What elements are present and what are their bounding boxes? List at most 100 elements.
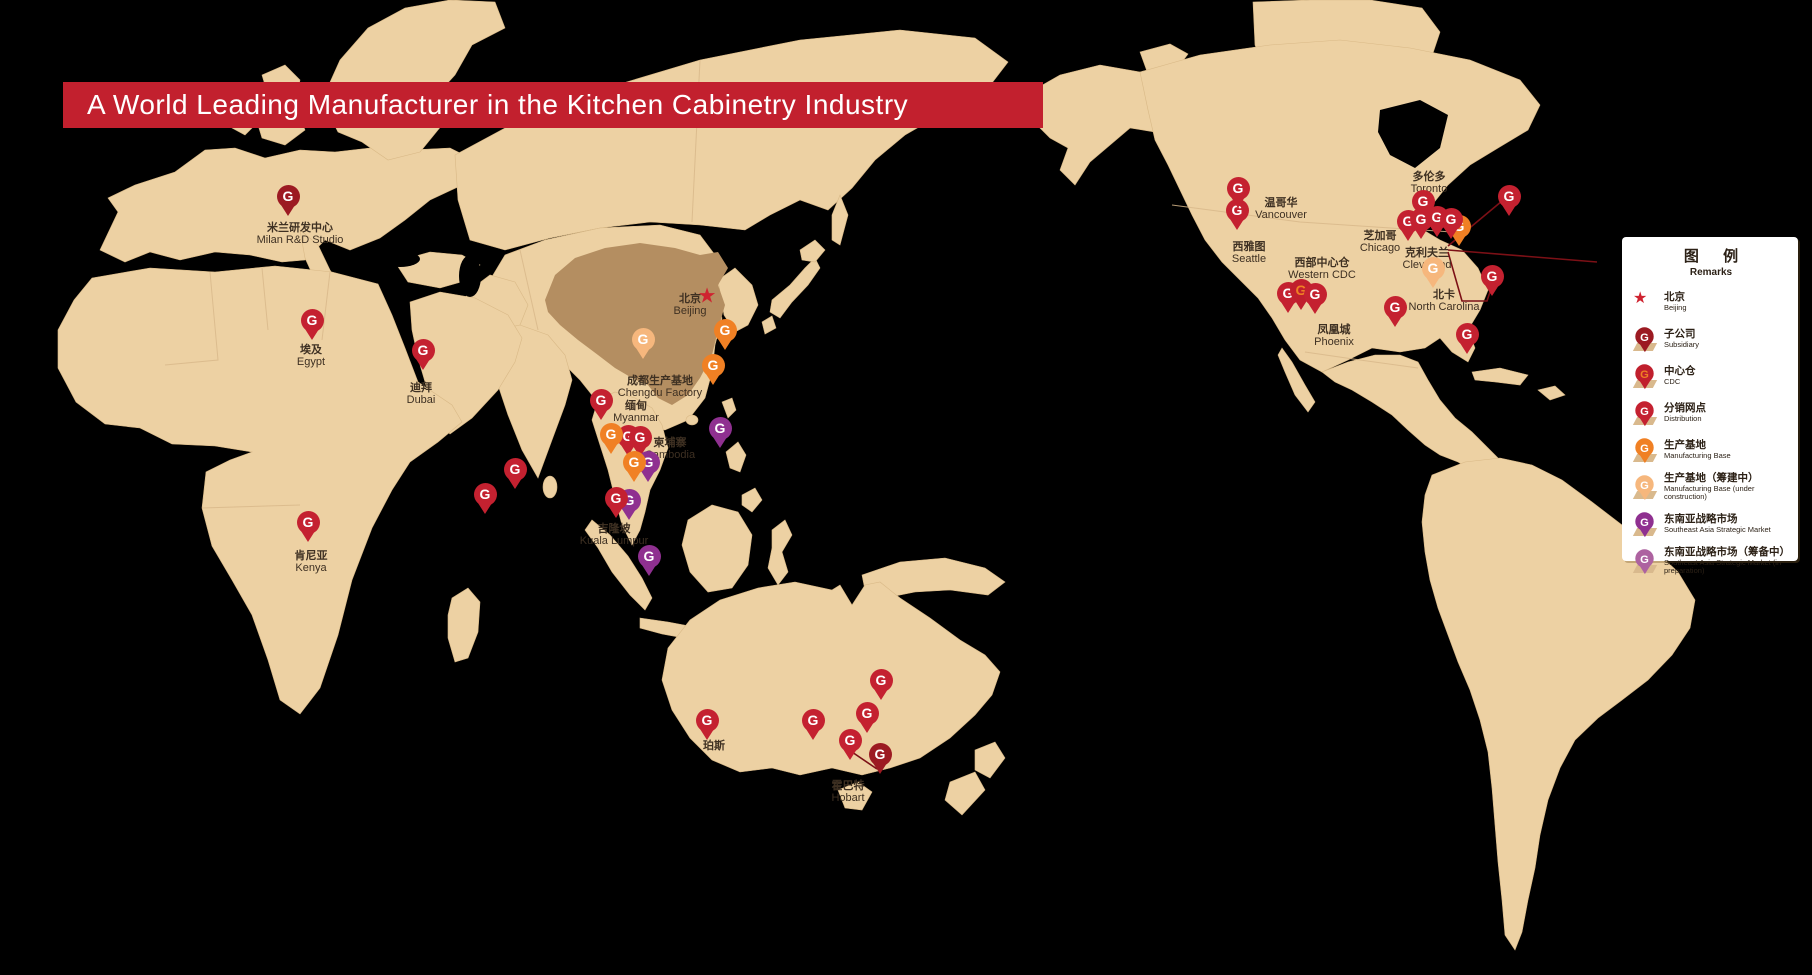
map-pin-manufacturing: G bbox=[622, 450, 646, 484]
map-label-en: Seattle bbox=[1231, 253, 1267, 266]
pin-g-icon: G bbox=[599, 422, 623, 446]
legend-icon-manufacturing_uc: G bbox=[1630, 472, 1664, 502]
map-pin-distribution: G bbox=[1383, 295, 1407, 329]
map-pin-subsidiary: G bbox=[868, 742, 892, 776]
pin-tail bbox=[1638, 342, 1650, 352]
pin-g-icon: G bbox=[1634, 548, 1654, 568]
map-label-zh: 北京 bbox=[679, 293, 701, 305]
map-label: 温哥华 Vancouver bbox=[1255, 197, 1307, 222]
pin-tail bbox=[633, 445, 647, 457]
map-label-en: Phoenix bbox=[1314, 336, 1354, 349]
pin-tail bbox=[1638, 490, 1650, 500]
map-pin-distribution: G bbox=[1303, 282, 1327, 316]
legend-icon-manufacturing: G bbox=[1630, 435, 1664, 465]
pin-tail bbox=[843, 748, 857, 760]
map-label-en: North Carolina bbox=[1408, 301, 1480, 314]
map-pin-distribution: G bbox=[801, 708, 825, 742]
pin-g-icon: G bbox=[868, 742, 892, 766]
map-pin-distribution: G bbox=[855, 701, 879, 735]
map-label-zh: 成都生产基地 bbox=[626, 375, 693, 387]
pin-tail bbox=[305, 328, 319, 340]
legend-label: 生产基地 Manufacturing Base bbox=[1664, 440, 1792, 460]
legend-icon-se_asia: G bbox=[1630, 509, 1664, 539]
map-label-en: Chengdu Factory bbox=[617, 387, 703, 400]
legend-label: 分销网点 Distribution bbox=[1664, 403, 1792, 423]
pin-g-icon: G bbox=[300, 308, 324, 332]
map-pin-distribution: G bbox=[1634, 400, 1654, 427]
map-pin-distribution: G bbox=[296, 510, 320, 544]
pin-tail bbox=[609, 506, 623, 518]
map-label-zh: 迪拜 bbox=[410, 382, 432, 394]
map-label-zh: 西雅图 bbox=[1232, 241, 1266, 253]
legend-label-en: Manufacturing Base (under construction) bbox=[1664, 483, 1755, 501]
pin-tail bbox=[604, 442, 618, 454]
pin-tail bbox=[1230, 218, 1244, 230]
map-pin-manufacturing: G bbox=[1634, 437, 1654, 464]
map-label: 吉隆坡 Kuala Lumpur bbox=[580, 523, 649, 548]
route-line bbox=[1447, 249, 1598, 263]
pin-g-icon: G bbox=[276, 184, 300, 208]
pin-tail bbox=[1281, 301, 1295, 313]
map-pin-manufacturing_uc: G bbox=[1421, 256, 1445, 290]
pin-tail bbox=[636, 347, 650, 359]
pin-tail bbox=[1444, 227, 1458, 239]
map-pin-distribution: G bbox=[1439, 207, 1463, 241]
map-label-en: Hobart bbox=[831, 792, 865, 805]
pin-g-icon: G bbox=[801, 708, 825, 732]
pin-g-icon: G bbox=[503, 457, 527, 481]
pin-g-icon: G bbox=[713, 318, 737, 342]
map-label-zh: 温哥华 bbox=[1264, 197, 1298, 209]
map-label-en: Vancouver bbox=[1255, 209, 1307, 222]
pin-g-icon: G bbox=[855, 701, 879, 725]
map-pin-distribution: G bbox=[869, 668, 893, 702]
pin-tail bbox=[508, 477, 522, 489]
map-label: 霍巴特 Hobart bbox=[831, 780, 864, 805]
pin-tail bbox=[281, 204, 295, 216]
map-label: 凤凰城 Phoenix bbox=[1314, 324, 1354, 349]
map-pin-distribution: G bbox=[503, 457, 527, 491]
legend-label-zh: 生产基地 bbox=[1664, 439, 1706, 452]
pin-tail bbox=[416, 358, 430, 370]
map-pin-subsidiary: G bbox=[1634, 326, 1654, 353]
map-label-zh: 柬埔寨 bbox=[653, 437, 687, 449]
legend-row-cdc: G 中心仓 CDC bbox=[1630, 361, 1792, 391]
legend-icon-se_asia_prep: G bbox=[1630, 546, 1664, 576]
map-label-zh: 霍巴特 bbox=[831, 780, 865, 792]
legend-row-distribution: G 分销网点 Distribution bbox=[1630, 398, 1792, 428]
map-label-en: Milan R&D Studio bbox=[256, 234, 344, 247]
map-label-zh: 缅甸 bbox=[625, 400, 647, 412]
water-overlays bbox=[380, 100, 1448, 297]
pin-g-icon: G bbox=[1634, 474, 1654, 494]
legend-row-se_asia: G 东南亚战略市场 Southeast Asia Strategic Market bbox=[1630, 509, 1792, 539]
pin-tail bbox=[594, 408, 608, 420]
beijing-star-icon: ★ bbox=[697, 284, 717, 308]
map-label-en: Myanmar bbox=[613, 412, 659, 425]
map-label-zh: 凤凰城 bbox=[1317, 324, 1351, 336]
pin-g-icon: G bbox=[604, 486, 628, 510]
map-pin-distribution: G bbox=[604, 486, 628, 520]
pin-tail bbox=[1502, 204, 1516, 216]
legend-icon-distribution: G bbox=[1630, 398, 1664, 428]
map-pin-distribution: G bbox=[411, 338, 435, 372]
china-highlight bbox=[545, 243, 728, 405]
legend-icon-subsidiary: G bbox=[1630, 324, 1664, 354]
pin-g-icon: G bbox=[1634, 363, 1654, 383]
map-pin-se_asia: G bbox=[1634, 511, 1654, 538]
pin-g-icon: G bbox=[869, 668, 893, 692]
map-label: 西雅图 Seattle bbox=[1232, 241, 1266, 266]
map-label: 缅甸 Myanmar bbox=[613, 400, 659, 425]
pin-tail bbox=[706, 373, 720, 385]
legend-label-en: Manufacturing Base bbox=[1664, 450, 1731, 460]
pin-tail bbox=[1294, 298, 1308, 310]
pin-g-icon: G bbox=[1634, 437, 1654, 457]
pin-tail bbox=[1452, 234, 1466, 246]
map-label: 北卡 North Carolina bbox=[1409, 289, 1480, 314]
pin-tail bbox=[621, 444, 635, 456]
map-label: 西部中心仓 Western CDC bbox=[1288, 257, 1356, 282]
map-label-zh: 珀斯 bbox=[703, 740, 725, 752]
map-pin-manufacturing: G bbox=[701, 353, 725, 387]
pin-g-icon: G bbox=[589, 388, 613, 412]
